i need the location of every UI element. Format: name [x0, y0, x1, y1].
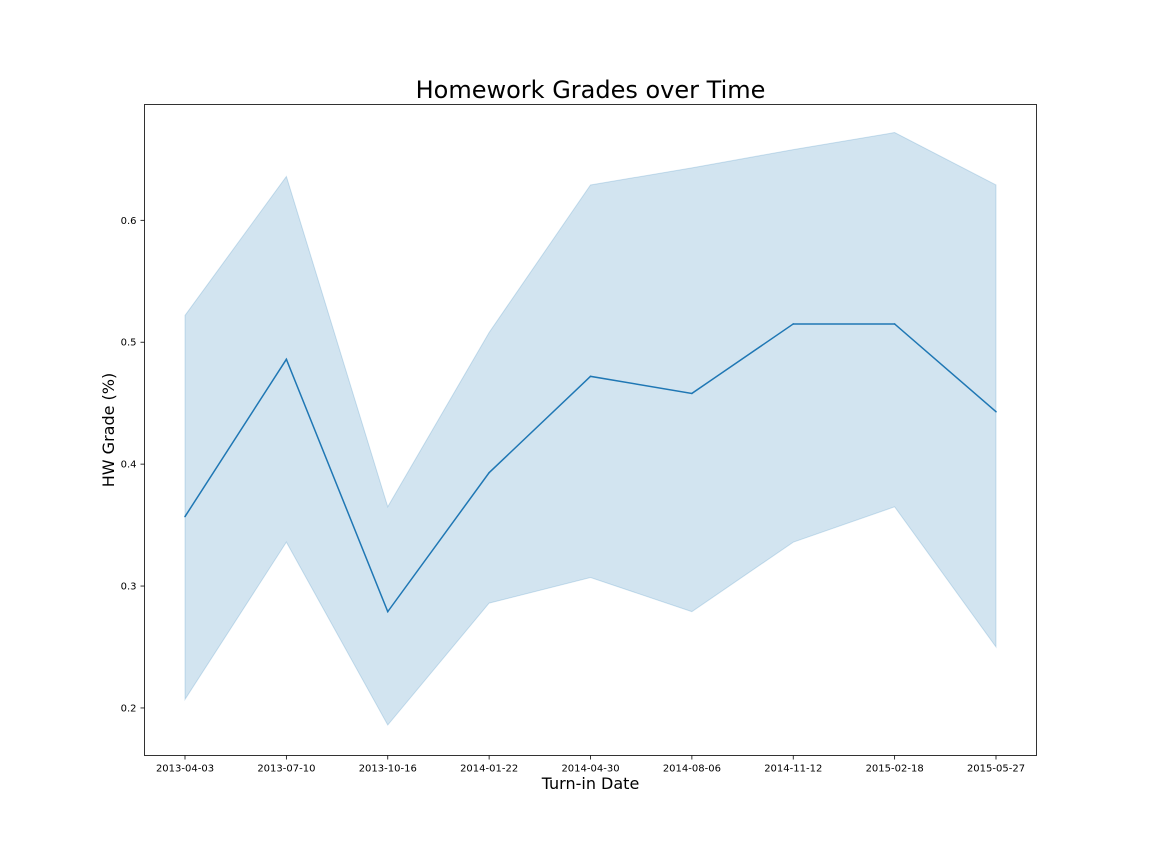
- confidence-band: [184, 132, 997, 726]
- chart-title: Homework Grades over Time: [416, 76, 766, 104]
- data-point: [589, 375, 592, 378]
- x-tick-label: 2014-04-30: [561, 764, 619, 775]
- x-axis: 2013-04-03 2013-07-10 2013-10-16 2014-01-22…: [156, 755, 1025, 775]
- x-tick-label: 2014-08-06: [663, 764, 721, 775]
- x-tick-label: 2013-10-16: [359, 764, 417, 775]
- x-tick-label: 2013-04-03: [156, 764, 214, 775]
- data-point: [995, 410, 997, 413]
- x-axis-label: Turn-in Date: [541, 774, 640, 793]
- plot-area: [184, 132, 997, 726]
- data-point: [893, 323, 896, 325]
- x-tick-label: 2015-02-18: [866, 764, 924, 775]
- y-tick-label: 0.5: [121, 338, 137, 349]
- y-axis-label: HW Grade (%): [99, 373, 118, 488]
- x-tick-label: 2014-11-12: [764, 764, 822, 775]
- y-tick-label: 0.2: [121, 703, 137, 714]
- y-tick-label: 0.3: [121, 582, 137, 593]
- y-tick-label: 0.4: [121, 460, 137, 471]
- data-point: [488, 471, 490, 474]
- x-tick-label: 2015-05-27: [967, 764, 1025, 775]
- data-point: [691, 392, 693, 395]
- y-tick-label: 0.6: [121, 216, 137, 227]
- x-tick-label: 2013-07-10: [257, 764, 315, 775]
- data-point: [285, 358, 288, 361]
- data-point: [386, 610, 389, 613]
- data-point: [184, 515, 186, 518]
- data-point: [792, 323, 795, 325]
- x-tick-label: 2014-01-22: [460, 764, 518, 775]
- y-axis: 0.2 0.3 0.4 0.5 0.6: [121, 216, 145, 714]
